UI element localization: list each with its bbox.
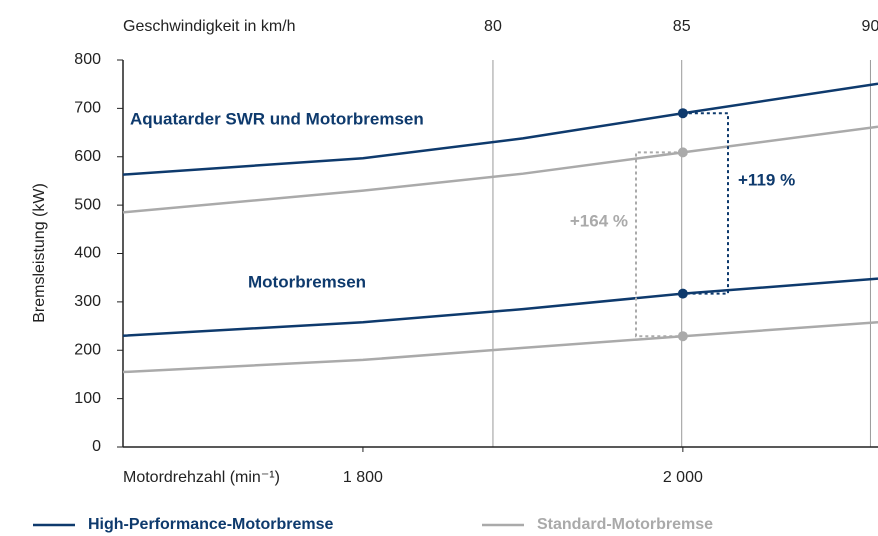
annotation: Aquatarder SWR und Motorbremsen [130, 109, 424, 128]
y-tick-label: 500 [74, 196, 101, 213]
x-axis-title: Motordrehzahl (min⁻¹) [123, 469, 280, 486]
y-tick-label: 400 [74, 245, 101, 262]
y-tick-label: 100 [74, 390, 101, 407]
x2-axis-title: Geschwindigkeit in km/h [123, 18, 296, 35]
y-tick-label: 800 [74, 51, 101, 68]
x2-tick-label: 80 [484, 18, 502, 35]
legend-label: Standard-Motorbremse [537, 516, 713, 533]
annotation: +119 % [738, 170, 795, 189]
point-marker [677, 147, 688, 158]
y-tick-label: 700 [74, 100, 101, 117]
y-tick-label: 300 [74, 293, 101, 310]
comparison-bracket [682, 112, 729, 295]
series-line [122, 125, 878, 214]
x2-tick-label: 85 [673, 18, 691, 35]
point-marker [677, 108, 688, 119]
y-tick-label: 200 [74, 341, 101, 358]
y-axis-title: Bremsleistung (kW) [31, 183, 48, 323]
x2-tick-label: 90 [862, 18, 878, 35]
annotation: +164 % [570, 211, 628, 230]
legend-label: High-Performance-Motorbremse [88, 516, 333, 533]
x-tick-label: 2 000 [663, 469, 703, 486]
series-line [122, 82, 878, 176]
series-line [122, 277, 878, 337]
series-line [122, 320, 878, 374]
annotation: Motorbremsen [248, 272, 366, 291]
comparison-bracket [635, 151, 683, 338]
x-tick-label: 1 800 [343, 469, 383, 486]
y-tick-label: 0 [92, 438, 101, 455]
point-marker [677, 288, 688, 299]
point-marker [677, 331, 688, 342]
y-tick-label: 600 [74, 148, 101, 165]
